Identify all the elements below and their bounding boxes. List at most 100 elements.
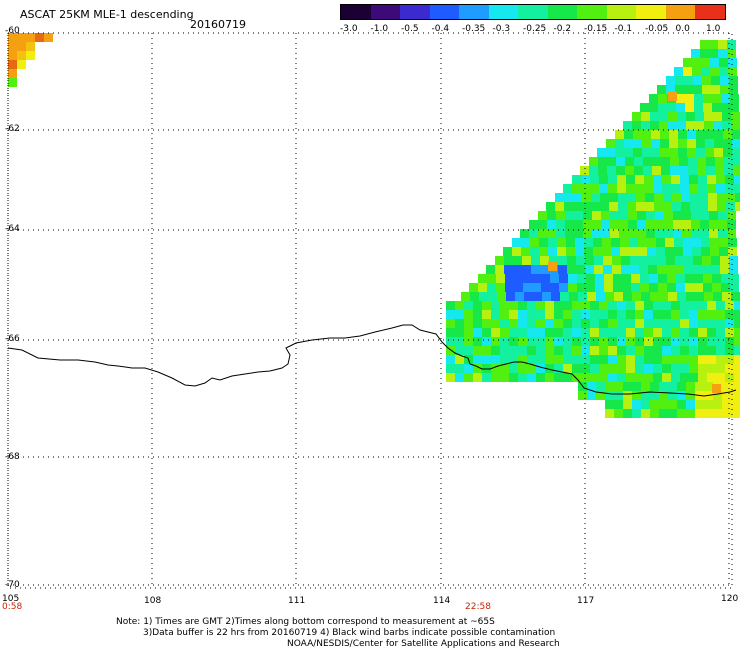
data-cell	[581, 337, 590, 346]
data-cell	[582, 193, 591, 202]
data-cell	[693, 256, 702, 265]
data-cell	[601, 220, 610, 229]
data-cell	[662, 373, 671, 382]
data-cell	[717, 193, 726, 202]
data-cell	[659, 292, 668, 301]
data-cell	[605, 400, 614, 409]
data-cell	[509, 328, 518, 337]
data-cell	[597, 148, 606, 157]
data-cell	[521, 238, 530, 247]
data-cell	[615, 139, 624, 148]
data-cell	[717, 202, 726, 211]
data-cell	[626, 328, 635, 337]
data-cell	[698, 301, 707, 310]
data-cell	[574, 211, 583, 220]
data-cell	[600, 193, 609, 202]
data-cell	[716, 175, 725, 184]
data-cell	[655, 229, 664, 238]
data-cell	[585, 256, 594, 265]
data-cell	[725, 346, 734, 355]
data-cell	[644, 184, 653, 193]
colorbar-swatch	[518, 5, 548, 19]
data-cell	[563, 328, 572, 337]
data-cell	[610, 229, 619, 238]
data-cell	[612, 256, 621, 265]
data-cell	[658, 94, 667, 103]
data-cell	[679, 166, 688, 175]
data-cell	[602, 238, 611, 247]
data-cell	[617, 184, 626, 193]
data-cell	[8, 51, 17, 60]
data-cell	[684, 76, 693, 85]
data-cell	[698, 328, 707, 337]
data-cell	[681, 202, 690, 211]
data-cell	[506, 292, 515, 301]
data-cell	[608, 364, 617, 373]
data-cell	[646, 229, 655, 238]
data-cell	[532, 274, 541, 283]
data-cell	[676, 283, 685, 292]
lon-tick: 105	[2, 594, 20, 604]
data-cell	[563, 301, 572, 310]
data-cell	[581, 175, 590, 184]
data-cell	[694, 274, 703, 283]
data-cell	[536, 319, 545, 328]
data-cell	[692, 238, 701, 247]
data-cell	[629, 247, 638, 256]
data-cell	[693, 76, 702, 85]
data-cell	[680, 364, 689, 373]
data-cell	[685, 274, 694, 283]
data-cell	[714, 148, 723, 157]
data-cell	[473, 373, 482, 382]
data-cell	[720, 265, 729, 274]
data-cell	[527, 301, 536, 310]
data-cell	[536, 310, 545, 319]
data-cell	[671, 301, 680, 310]
data-cell	[660, 139, 669, 148]
data-cell	[680, 373, 689, 382]
data-cell	[696, 148, 705, 157]
data-cell	[695, 409, 704, 418]
data-cell	[677, 382, 686, 391]
data-cell	[558, 256, 567, 265]
data-cell	[625, 157, 634, 166]
data-cell	[547, 211, 556, 220]
data-cell	[17, 33, 26, 42]
data-cell	[700, 40, 709, 49]
data-cell	[641, 382, 650, 391]
data-cell	[482, 355, 491, 364]
data-cell	[644, 301, 653, 310]
data-cell	[659, 382, 668, 391]
data-cell	[707, 301, 716, 310]
data-cell	[563, 319, 572, 328]
pass-time-label: 22:58	[465, 602, 491, 612]
data-cell	[554, 346, 563, 355]
data-cell	[538, 220, 547, 229]
data-cell	[686, 121, 695, 130]
data-cell	[644, 337, 653, 346]
data-cell	[635, 310, 644, 319]
data-cell	[684, 256, 693, 265]
data-cell	[500, 355, 509, 364]
data-cell	[676, 103, 685, 112]
data-cell	[491, 373, 500, 382]
data-cell	[599, 328, 608, 337]
data-cell	[667, 283, 676, 292]
data-cell	[500, 337, 509, 346]
data-cell	[616, 157, 625, 166]
data-cell	[643, 166, 652, 175]
data-cell	[512, 238, 521, 247]
data-cell	[659, 409, 668, 418]
data-cell	[668, 292, 677, 301]
data-cell	[645, 193, 654, 202]
data-cell	[626, 373, 635, 382]
data-cell	[716, 328, 725, 337]
data-cell	[470, 292, 479, 301]
data-cell	[648, 256, 657, 265]
data-cell	[632, 400, 641, 409]
data-cell	[671, 346, 680, 355]
data-cell	[455, 319, 464, 328]
data-cell	[694, 94, 703, 103]
data-cell	[683, 238, 692, 247]
data-cell	[509, 373, 518, 382]
